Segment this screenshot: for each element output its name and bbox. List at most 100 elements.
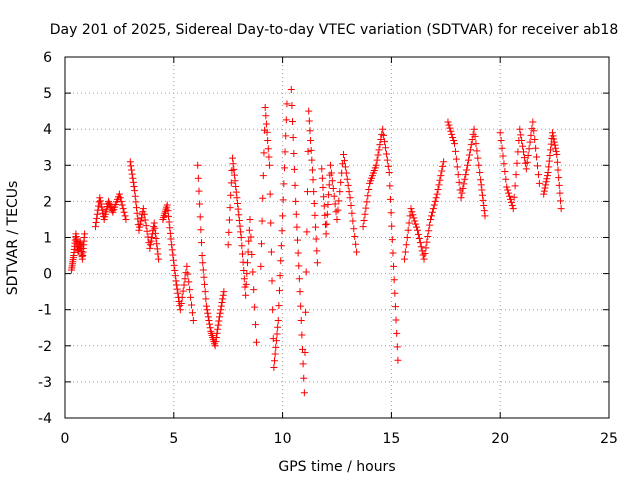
data-point bbox=[291, 181, 299, 189]
data-point bbox=[532, 144, 540, 152]
data-point bbox=[122, 215, 130, 223]
data-point bbox=[249, 268, 257, 276]
data-point bbox=[310, 188, 318, 196]
data-point bbox=[202, 295, 210, 303]
data-point bbox=[258, 217, 266, 225]
data-point bbox=[415, 235, 423, 243]
data-point bbox=[422, 244, 430, 252]
data-point bbox=[387, 209, 395, 217]
data-point bbox=[386, 182, 394, 190]
data-point bbox=[381, 138, 389, 146]
data-point bbox=[326, 161, 334, 169]
y-tick-label: 6 bbox=[43, 50, 52, 66]
data-point bbox=[430, 201, 438, 209]
data-point bbox=[420, 255, 428, 263]
data-point bbox=[545, 163, 553, 171]
data-point bbox=[322, 230, 330, 238]
data-point bbox=[283, 100, 291, 108]
data-point bbox=[545, 157, 553, 165]
data-point bbox=[299, 360, 307, 368]
data-point bbox=[313, 259, 321, 267]
data-point bbox=[556, 189, 564, 197]
data-point bbox=[344, 181, 352, 189]
data-point bbox=[179, 287, 187, 295]
data-point bbox=[435, 181, 443, 189]
data-point bbox=[305, 117, 313, 125]
data-point bbox=[229, 160, 237, 168]
data-point bbox=[237, 234, 245, 241]
data-point bbox=[165, 212, 173, 220]
x-tick-label: 5 bbox=[169, 431, 178, 447]
data-point bbox=[388, 236, 396, 244]
grid-layer bbox=[65, 57, 609, 418]
data-point bbox=[309, 176, 317, 184]
chart-title: Day 201 of 2025, Sidereal Day-to-day VTE… bbox=[50, 22, 619, 38]
data-point bbox=[429, 205, 437, 213]
data-point bbox=[279, 212, 287, 220]
data-point bbox=[154, 250, 162, 258]
data-point bbox=[467, 141, 475, 149]
data-point bbox=[275, 302, 283, 310]
data-point bbox=[428, 208, 436, 216]
data-point bbox=[151, 224, 159, 232]
data-point bbox=[170, 261, 178, 269]
data-point bbox=[234, 199, 242, 207]
data-point bbox=[393, 329, 401, 337]
data-point bbox=[271, 357, 279, 365]
y-tick-label: 0 bbox=[43, 267, 52, 283]
data-point bbox=[473, 147, 481, 155]
data-point bbox=[132, 204, 140, 212]
data-point bbox=[552, 147, 560, 155]
data-point bbox=[144, 233, 152, 241]
data-point bbox=[244, 248, 252, 256]
data-point bbox=[475, 161, 483, 169]
data-point bbox=[108, 207, 116, 215]
data-point bbox=[195, 187, 203, 195]
data-point bbox=[130, 182, 138, 190]
data-point bbox=[199, 266, 207, 274]
data-point bbox=[105, 199, 113, 207]
data-point bbox=[446, 124, 454, 132]
data-point bbox=[496, 129, 504, 137]
data-point bbox=[219, 295, 227, 303]
data-point bbox=[359, 223, 367, 231]
data-point bbox=[428, 212, 436, 220]
data-point bbox=[541, 184, 549, 192]
data-point bbox=[293, 223, 301, 231]
data-point bbox=[155, 255, 163, 263]
data-point bbox=[340, 150, 348, 158]
data-point bbox=[302, 308, 310, 316]
data-point bbox=[265, 153, 273, 161]
data-point bbox=[251, 303, 259, 311]
data-point bbox=[452, 155, 460, 163]
data-point bbox=[331, 200, 339, 208]
data-point bbox=[171, 267, 179, 275]
data-point bbox=[97, 200, 105, 208]
data-point bbox=[535, 179, 543, 187]
data-point bbox=[551, 141, 559, 149]
data-point bbox=[472, 140, 480, 148]
data-point bbox=[464, 161, 472, 169]
data-point bbox=[171, 272, 179, 280]
data-point bbox=[450, 137, 458, 145]
x-tick-label: 10 bbox=[274, 431, 292, 447]
data-point bbox=[197, 239, 205, 247]
data-point bbox=[230, 171, 238, 179]
data-point bbox=[520, 148, 528, 156]
data-point bbox=[201, 280, 209, 288]
data-point bbox=[434, 186, 442, 194]
data-point bbox=[552, 144, 560, 152]
data-point bbox=[115, 190, 123, 198]
data-point bbox=[439, 162, 447, 170]
data-point bbox=[349, 217, 357, 225]
data-point bbox=[243, 259, 251, 267]
data-point bbox=[534, 162, 542, 170]
data-point bbox=[510, 193, 518, 201]
data-point bbox=[527, 131, 535, 139]
data-point bbox=[480, 207, 488, 215]
data-point bbox=[272, 343, 280, 351]
data-point bbox=[325, 191, 333, 199]
data-point bbox=[167, 235, 175, 243]
data-point bbox=[498, 144, 506, 152]
data-point bbox=[271, 350, 279, 358]
